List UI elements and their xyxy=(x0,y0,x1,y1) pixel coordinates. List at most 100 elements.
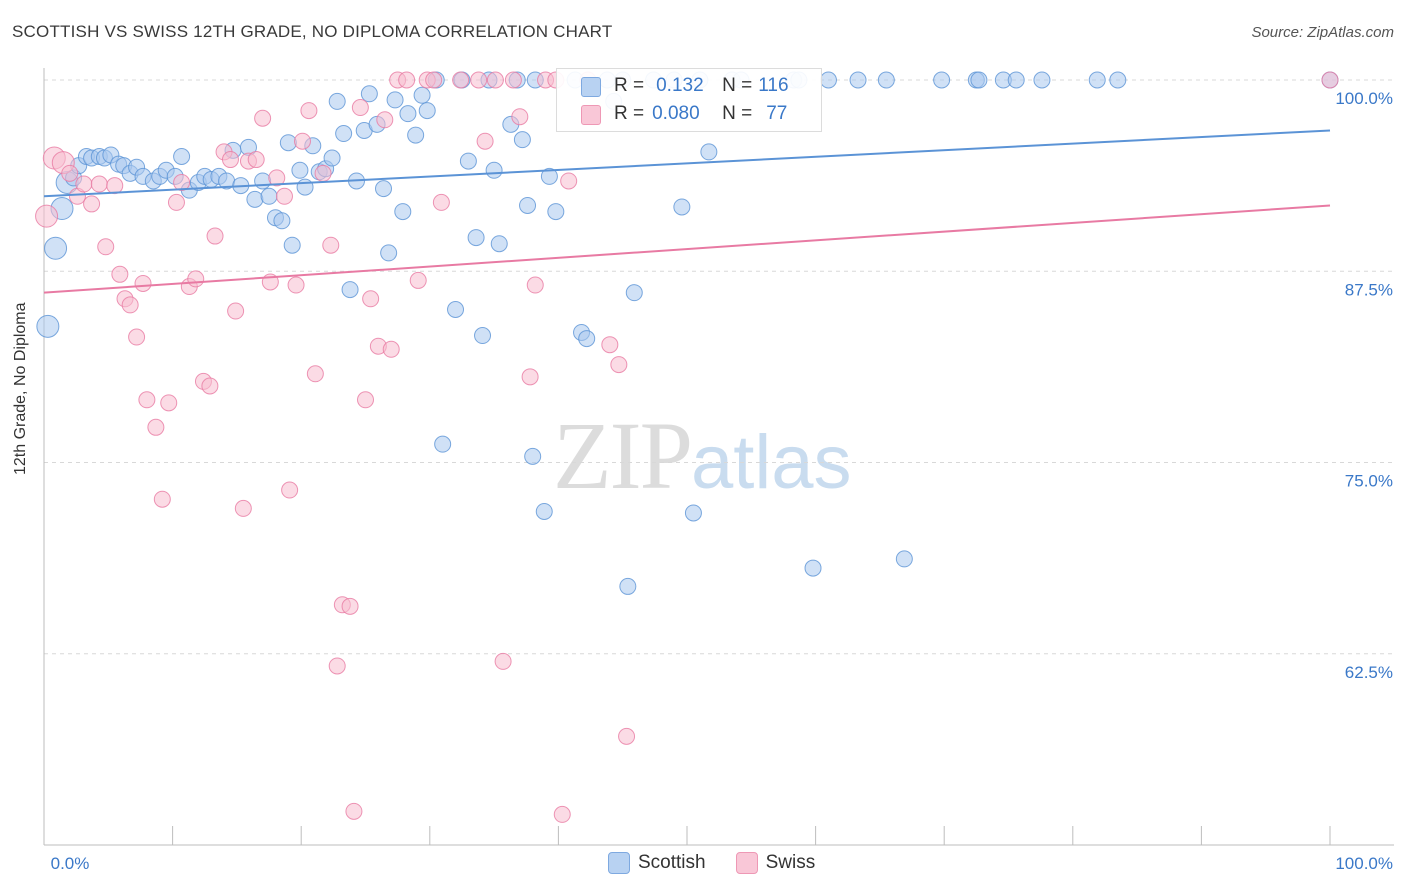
point-swiss xyxy=(486,71,504,89)
legend-n-label: N = xyxy=(722,103,753,124)
point-scottish xyxy=(44,236,68,260)
point-swiss xyxy=(206,227,224,245)
stats-legend: R = 0.132 N = 116 R = 0.080 N = 77 xyxy=(556,68,822,132)
chart-title: SCOTTISH VS SWISS 12TH GRADE, NO DIPLOMA… xyxy=(12,22,613,41)
legend-r-value-scottish: 0.132 xyxy=(656,75,704,96)
point-swiss xyxy=(314,164,332,182)
x-tick-label: 0.0% xyxy=(51,854,90,873)
point-scottish xyxy=(970,71,988,89)
point-swiss xyxy=(254,109,272,127)
y-tick-label: 75.0% xyxy=(1345,472,1393,491)
point-swiss xyxy=(511,108,529,126)
point-swiss xyxy=(160,394,178,412)
point-swiss xyxy=(526,276,544,294)
point-swiss xyxy=(398,71,416,89)
legend-row-swiss: R = 0.080 N = 77 xyxy=(581,101,788,127)
trend-line-scottish xyxy=(43,129,1331,198)
point-swiss xyxy=(504,71,522,89)
point-scottish xyxy=(467,229,485,247)
point-scottish xyxy=(291,161,309,179)
point-swiss xyxy=(281,481,299,499)
point-swiss xyxy=(425,71,443,89)
point-swiss xyxy=(357,391,374,409)
point-scottish xyxy=(625,284,643,302)
point-swiss xyxy=(97,238,115,256)
x-tick-label: 100.0% xyxy=(1335,854,1393,873)
point-scottish xyxy=(254,172,272,190)
point-swiss xyxy=(560,172,578,190)
legend-n-value-scottish: 116 xyxy=(758,75,789,96)
point-scottish xyxy=(1007,71,1025,89)
point-swiss xyxy=(187,270,205,288)
point-scottish xyxy=(386,91,404,109)
point-scottish xyxy=(399,105,417,123)
point-swiss xyxy=(306,365,324,383)
point-scottish xyxy=(413,86,431,104)
point-swiss xyxy=(61,164,79,182)
point-scottish xyxy=(335,125,353,143)
point-swiss xyxy=(275,187,293,205)
point-swiss xyxy=(138,391,156,409)
point-swiss xyxy=(147,418,165,436)
point-swiss xyxy=(153,490,171,508)
point-swiss xyxy=(247,151,265,169)
y-tick-label: 62.5% xyxy=(1345,663,1393,682)
series-legend-swatch-swiss xyxy=(735,852,758,874)
watermark: ZIPatlas xyxy=(553,400,852,511)
point-scottish xyxy=(619,577,637,595)
point-scottish xyxy=(474,327,492,345)
series-legend-swatch-scottish xyxy=(608,852,630,874)
point-scottish xyxy=(700,143,718,161)
point-swiss xyxy=(1321,71,1339,89)
point-scottish xyxy=(804,559,822,577)
point-swiss xyxy=(300,102,318,120)
point-scottish xyxy=(407,126,425,144)
point-scottish xyxy=(684,504,702,522)
point-scottish xyxy=(246,190,264,208)
legend-swatch-scottish xyxy=(581,77,601,97)
legend-n-value-swiss: 77 xyxy=(766,103,788,124)
point-swiss xyxy=(618,727,636,745)
point-swiss xyxy=(121,296,139,314)
point-swiss xyxy=(382,340,400,358)
point-scottish xyxy=(933,71,951,89)
point-scottish xyxy=(459,152,477,170)
point-swiss xyxy=(227,302,245,320)
point-swiss xyxy=(75,175,93,193)
y-tick-label: 87.5% xyxy=(1345,280,1393,299)
point-scottish xyxy=(260,187,278,205)
point-scottish xyxy=(447,301,465,318)
legend-swatch-swiss xyxy=(581,105,601,125)
point-swiss xyxy=(362,290,380,308)
point-scottish xyxy=(434,435,452,453)
point-swiss xyxy=(476,132,494,150)
point-swiss xyxy=(111,265,129,283)
point-scottish xyxy=(895,550,913,568)
point-swiss xyxy=(134,274,152,292)
point-scottish xyxy=(524,447,542,465)
point-scottish xyxy=(328,92,346,110)
point-swiss xyxy=(376,111,394,129)
point-swiss xyxy=(452,71,470,89)
point-scottish xyxy=(547,203,565,221)
point-scottish xyxy=(513,131,531,149)
legend-r-label: R = xyxy=(614,103,645,124)
y-axis-label: 12th Grade, No Diploma xyxy=(12,302,29,475)
point-swiss xyxy=(221,151,239,169)
series-legend-label-swiss: Swiss xyxy=(765,852,816,873)
point-scottish xyxy=(360,85,378,103)
point-swiss xyxy=(553,805,571,823)
point-swiss xyxy=(432,193,450,211)
point-scottish xyxy=(1033,71,1051,89)
trend-line-swiss xyxy=(43,204,1331,294)
point-swiss xyxy=(83,195,101,213)
point-scottish xyxy=(673,198,691,216)
point-swiss xyxy=(601,336,619,354)
point-scottish xyxy=(418,102,436,120)
point-swiss xyxy=(322,236,340,254)
point-swiss xyxy=(293,132,311,150)
point-swiss xyxy=(521,368,539,386)
point-swiss xyxy=(470,71,488,89)
point-swiss xyxy=(351,99,369,117)
